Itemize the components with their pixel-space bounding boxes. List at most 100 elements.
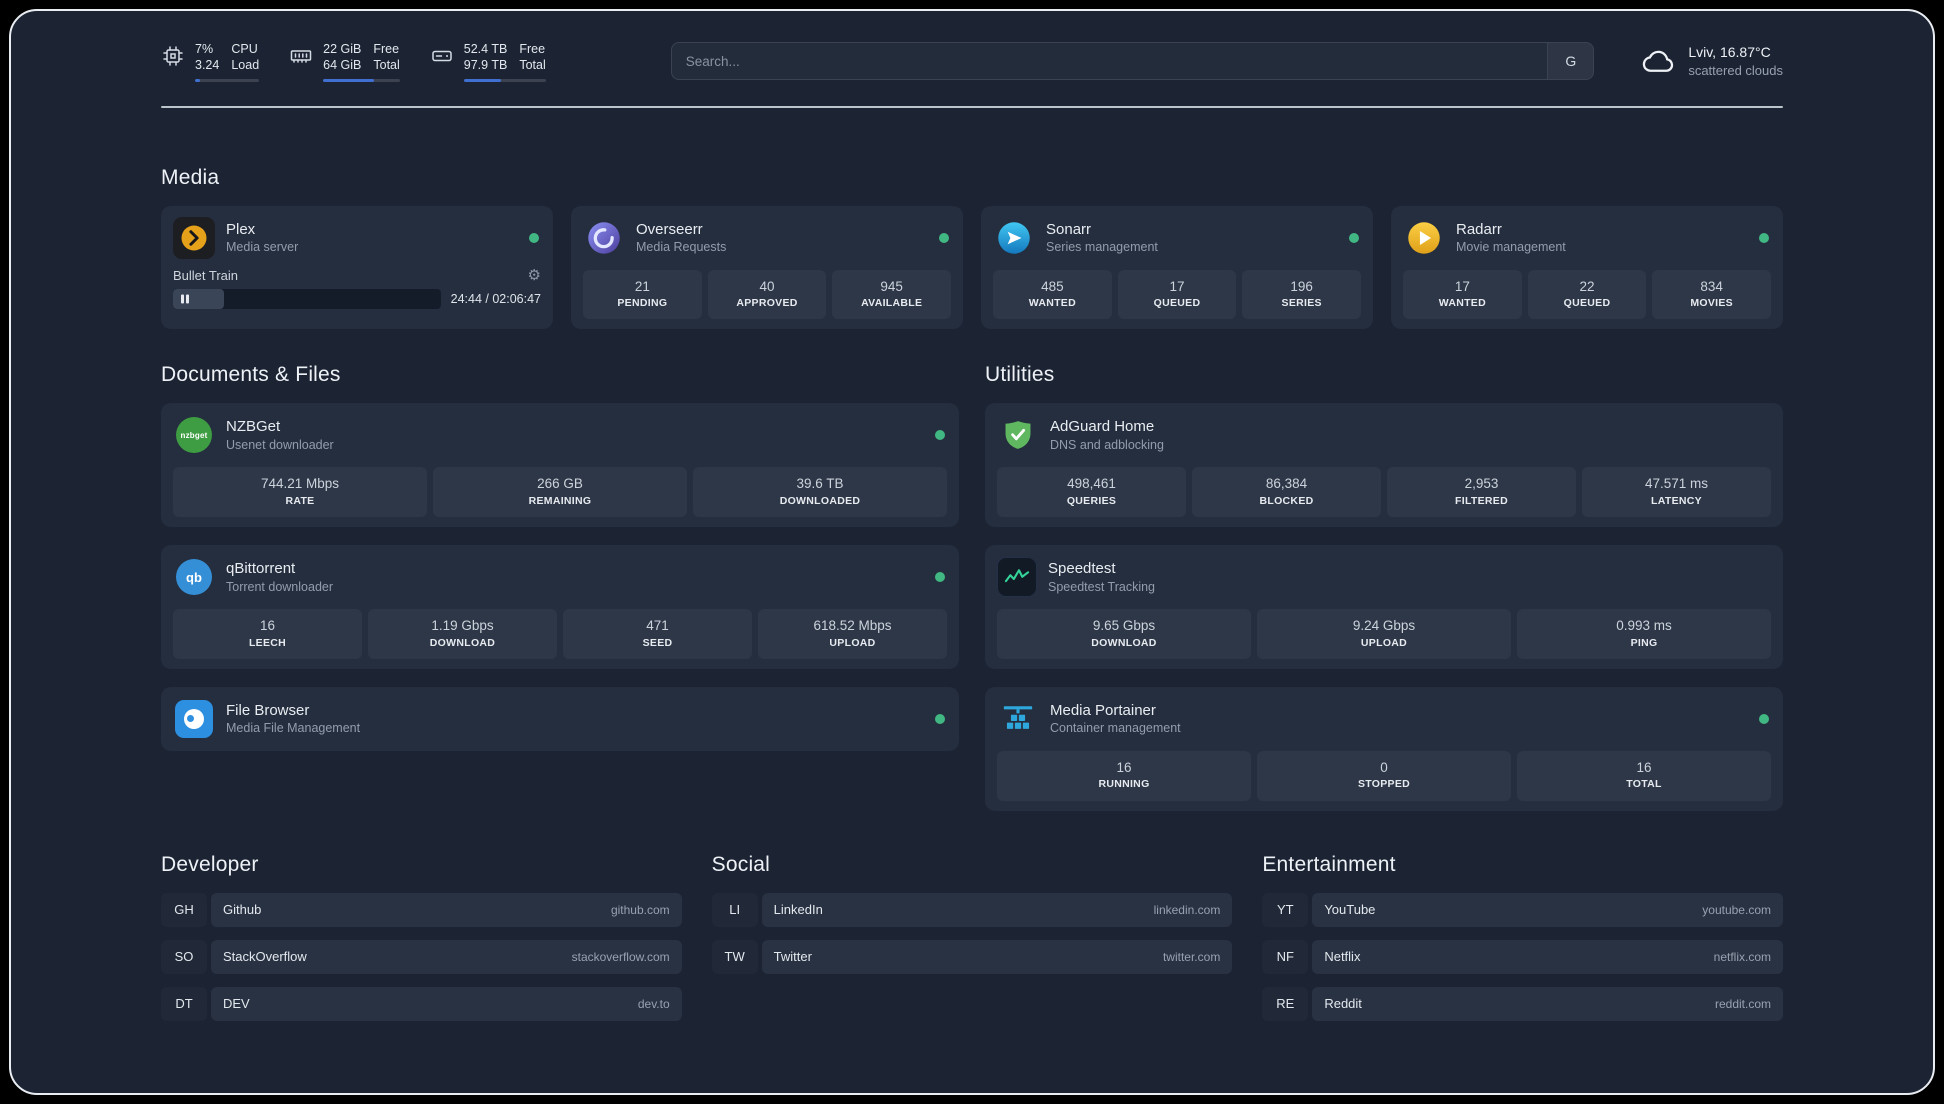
status-dot [1759, 232, 1769, 243]
resource-widgets: 7% 3.24 CPU Load [161, 41, 546, 82]
bookmark-abbr: DT [161, 987, 207, 1021]
bookmark-domain: twitter.com [1162, 949, 1221, 964]
top-bar: 7% 3.24 CPU Load [161, 11, 1783, 82]
stat-remaining: 266 GB REMAINING [433, 467, 687, 518]
portainer-icon [997, 698, 1039, 740]
stat-upload: 9.24 Gbps UPLOAD [1257, 609, 1511, 659]
pause-icon[interactable] [181, 294, 189, 303]
stat-blocked: 86,384 BLOCKED [1192, 467, 1381, 518]
bookmark-linkedin[interactable]: LI LinkedIn linkedin.com [712, 892, 1233, 927]
stat-wanted: 485 WANTED [993, 269, 1112, 320]
speedtest-icon [997, 557, 1037, 598]
cpu-usage-value: 7% [195, 42, 214, 56]
status-dot [935, 713, 945, 724]
bookmark-group-social: Social LI LinkedIn linkedin.com TW Twitt… [712, 853, 1233, 1021]
memory-free-label: Free [373, 42, 400, 56]
gear-icon[interactable]: ⚙ [527, 266, 541, 284]
status-dot [939, 232, 949, 243]
stat-available: 945 AVAILABLE [832, 269, 952, 320]
service-description: Media File Management [226, 721, 361, 736]
section-title-documents: Documents & Files [161, 363, 341, 387]
radarr-icon [1403, 217, 1445, 259]
search-provider-button[interactable]: G [1547, 43, 1594, 80]
memory-progress-bar [323, 78, 400, 82]
bookmark-group-developer: Developer GH Github github.com SO StackO… [161, 853, 682, 1021]
disk-total-label: Total [519, 58, 546, 73]
weather-location: Lviv, 16.87°C [1688, 44, 1771, 61]
service-card-sonarr[interactable]: Sonarr Series management 485 WANTED 17 Q… [981, 205, 1373, 330]
bookmark-abbr: SO [161, 940, 207, 974]
cpu-load-label: Load [231, 58, 260, 73]
bookmark-abbr: TW [712, 940, 758, 974]
service-card-filebrowser[interactable]: File Browser Media File Management [161, 686, 959, 751]
adguard-icon [997, 414, 1039, 456]
search-bar: G [670, 42, 1595, 81]
cpu-icon [161, 41, 185, 73]
status-dot [1349, 232, 1359, 243]
utilities-column: Utilities AdGuard Home [985, 363, 1783, 811]
memory-total-label: Total [373, 58, 400, 73]
overseerr-icon [583, 217, 625, 259]
memory-icon [289, 41, 313, 73]
stat-running: 16 RUNNING [997, 750, 1251, 801]
memory-free-value: 22 GiB [323, 42, 362, 56]
bookmark-twitter[interactable]: TW Twitter twitter.com [712, 939, 1233, 974]
disk-resource-widget: 52.4 TB 97.9 TB Free Total [430, 41, 546, 82]
playback-progress-bar [173, 288, 441, 309]
bookmark-domain: youtube.com [1702, 902, 1771, 917]
bookmark-domain: reddit.com [1714, 996, 1771, 1011]
sonarr-icon [993, 217, 1035, 259]
stat-wanted: 17 WANTED [1403, 269, 1522, 320]
service-card-plex[interactable]: Plex Media server Bullet Train ⚙ [161, 205, 553, 330]
playback-time: 24:44 / 02:06:47 [450, 291, 541, 306]
status-dot [529, 232, 539, 243]
bookmark-reddit[interactable]: RE Reddit reddit.com [1262, 986, 1783, 1021]
bookmark-github[interactable]: GH Github github.com [161, 892, 682, 927]
two-column-area: Documents & Files nzbget NZBGet Usenet d… [161, 363, 1783, 811]
service-name: Sonarr [1046, 220, 1092, 238]
service-card-speedtest[interactable]: Speedtest Speedtest Tracking 9.65 Gbps D… [985, 545, 1783, 669]
stat-ping: 0.993 ms PING [1517, 609, 1771, 659]
weather-condition: scattered clouds [1688, 62, 1783, 78]
bookmark-netflix[interactable]: NF Netflix netflix.com [1262, 939, 1783, 974]
service-card-qbittorrent[interactable]: qb qBittorrent Torrent downloader 16 [161, 545, 959, 669]
search-input[interactable] [671, 43, 1548, 80]
cloud-icon [1640, 43, 1676, 79]
section-title-media: Media [161, 165, 220, 189]
service-card-radarr[interactable]: Radarr Movie management 17 WANTED 22 QUE… [1391, 205, 1783, 330]
bookmark-name: DEV [223, 996, 250, 1012]
service-name: AdGuard Home [1050, 418, 1155, 436]
bookmark-domain: github.com [610, 902, 670, 917]
service-card-nzbget[interactable]: nzbget NZBGet Usenet downloader 744.21 M… [161, 403, 959, 528]
status-dot [935, 430, 945, 441]
service-description: Media server [226, 240, 299, 255]
bookmark-stackoverflow[interactable]: SO StackOverflow stackoverflow.com [161, 939, 682, 974]
bookmark-name: Twitter [773, 949, 812, 965]
now-playing-title: Bullet Train [173, 267, 239, 283]
disk-icon [430, 41, 454, 73]
bookmark-youtube[interactable]: YT YouTube youtube.com [1262, 892, 1783, 927]
bookmark-name: Github [223, 902, 262, 918]
service-card-adguard[interactable]: AdGuard Home DNS and adblocking 498,461 … [985, 403, 1783, 528]
stat-download: 1.19 Gbps DOWNLOAD [368, 609, 557, 659]
service-description: Media Requests [636, 240, 727, 255]
stat-seed: 471 SEED [563, 609, 752, 659]
service-name: Speedtest [1048, 560, 1116, 578]
stat-leech: 16 LEECH [173, 609, 362, 659]
cpu-label: CPU [231, 42, 258, 56]
stat-series: 196 SERIES [1242, 269, 1362, 320]
stat-total: 16 TOTAL [1517, 750, 1771, 801]
service-name: NZBGet [226, 418, 281, 436]
section-title-utilities: Utilities [985, 363, 1055, 387]
stat-movies: 834 MOVIES [1652, 269, 1772, 320]
stat-download: 9.65 Gbps DOWNLOAD [997, 609, 1251, 659]
disk-total-value: 97.9 TB [463, 58, 508, 73]
dashboard-panel: 7% 3.24 CPU Load [9, 9, 1935, 1095]
section-title-developer: Developer [161, 852, 259, 876]
service-card-overseerr[interactable]: Overseerr Media Requests 21 PENDING 40 A… [571, 205, 963, 330]
service-card-portainer[interactable]: Media Portainer Container management 16 … [985, 686, 1783, 811]
service-description: Container management [1050, 721, 1181, 736]
stat-rate: 744.21 Mbps RATE [173, 467, 427, 518]
disk-progress-bar [463, 78, 546, 82]
bookmark-dev[interactable]: DT DEV dev.to [161, 986, 682, 1021]
